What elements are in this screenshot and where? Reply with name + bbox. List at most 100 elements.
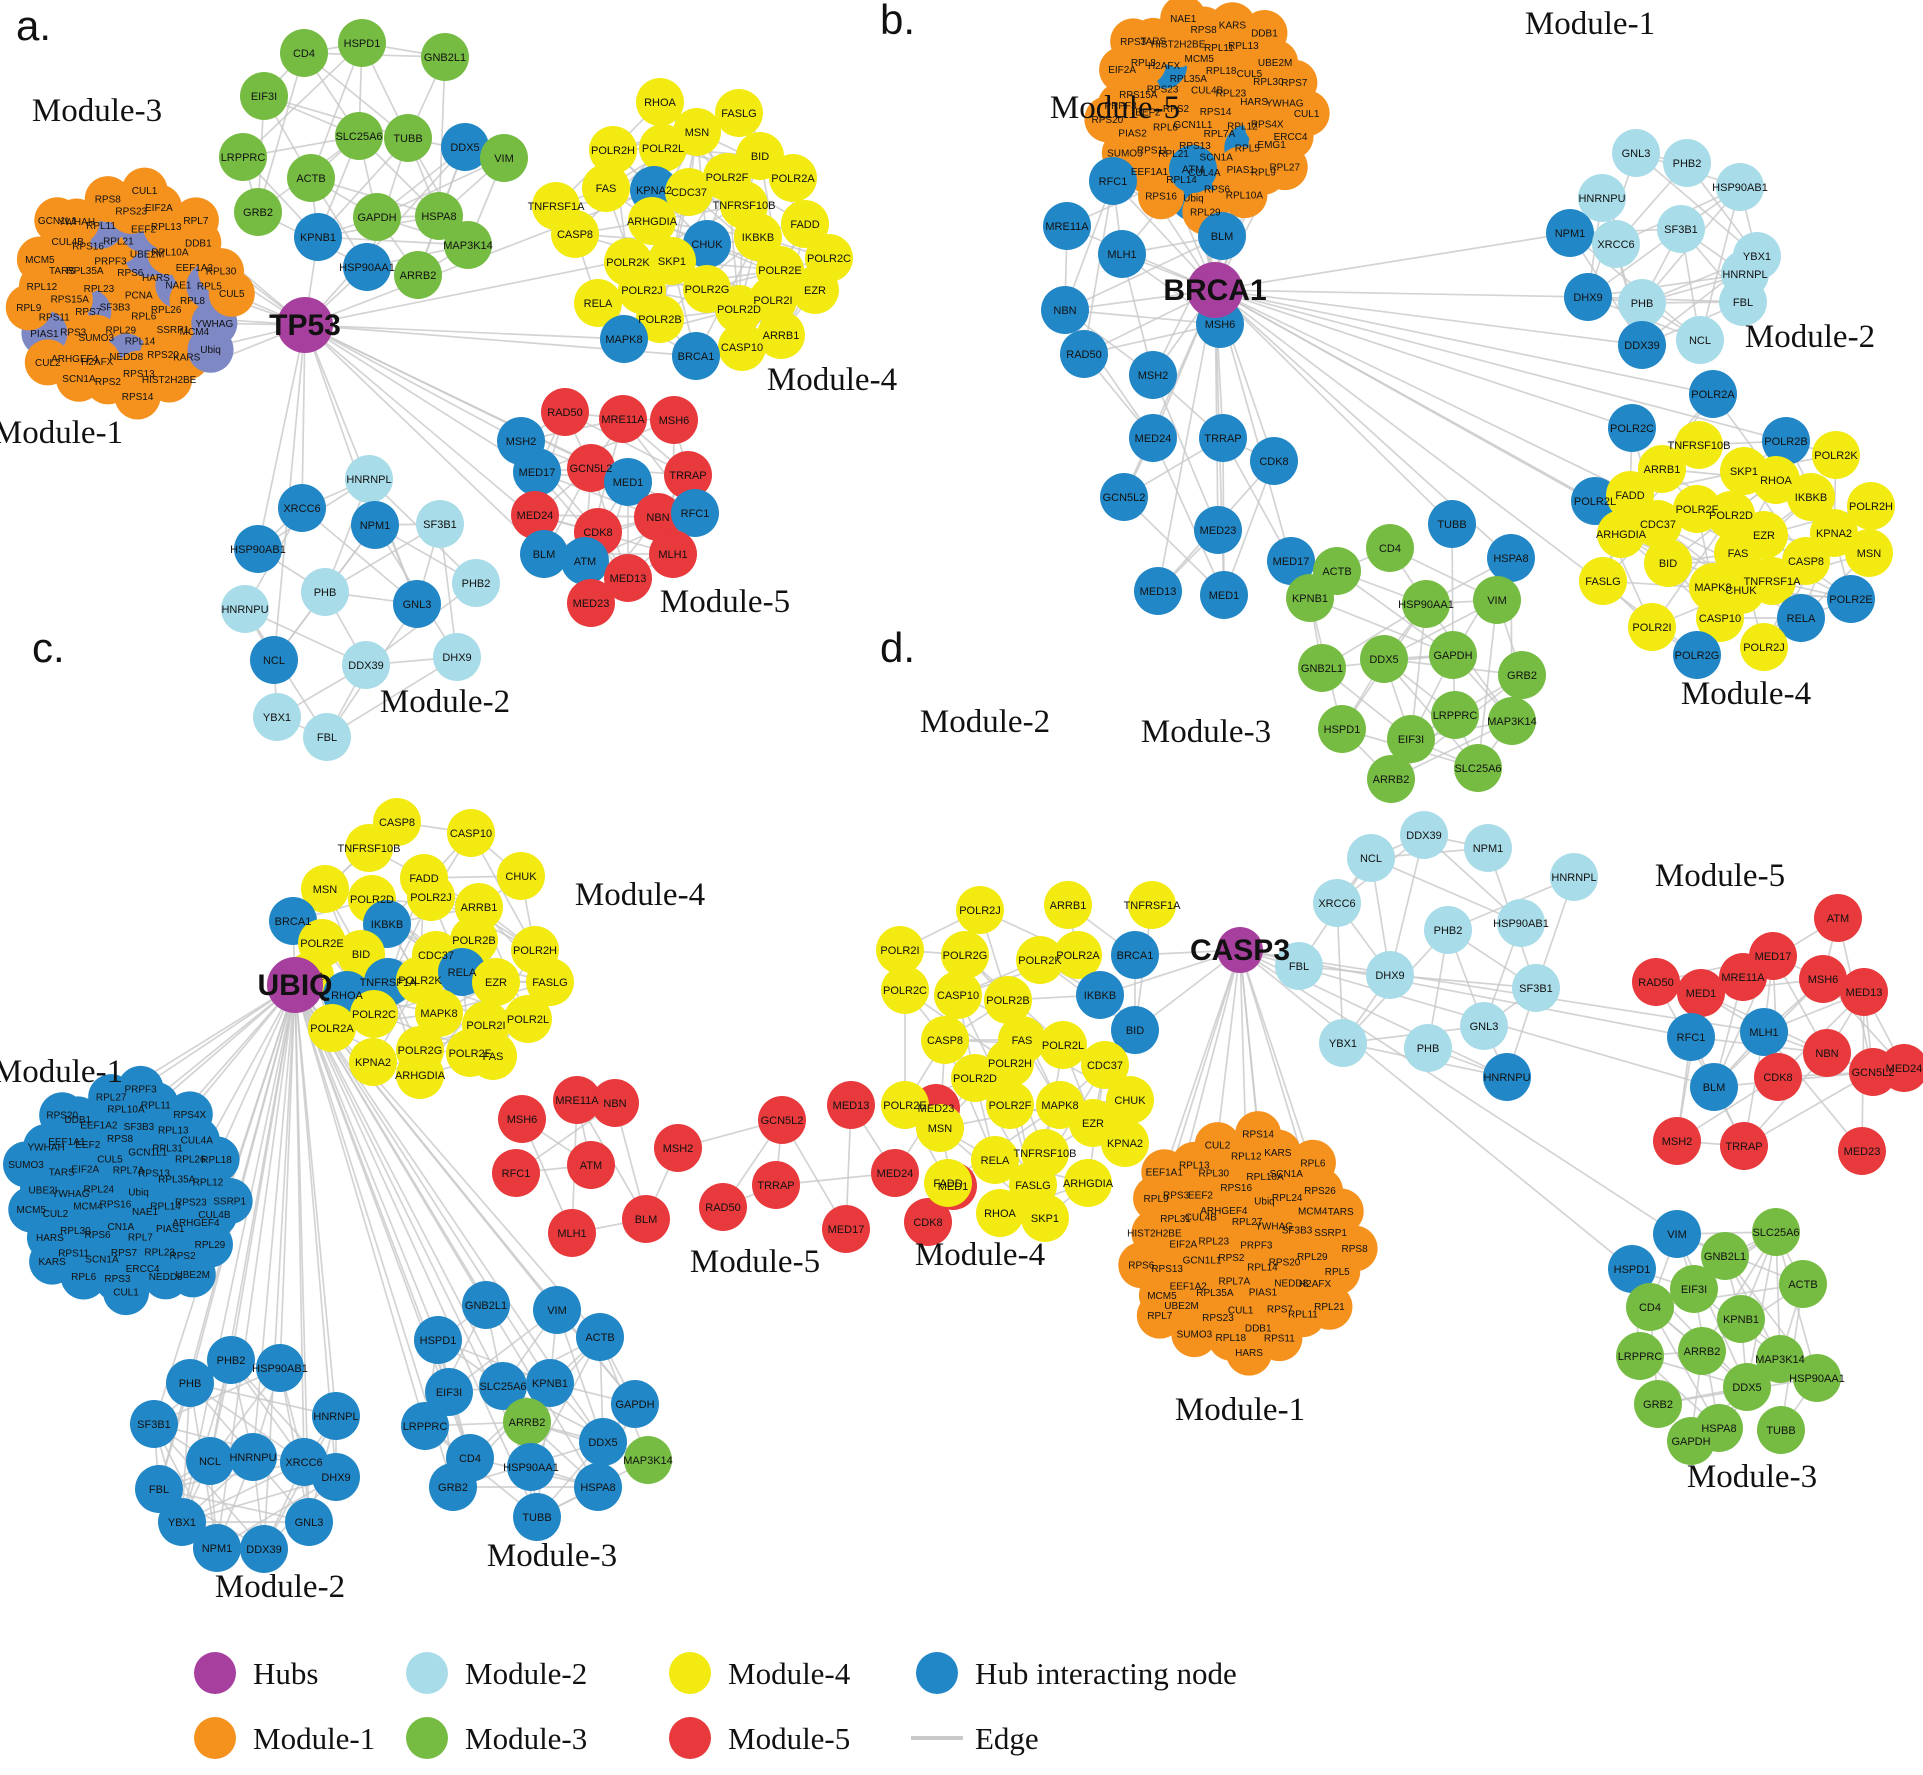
- module-label: Module-1: [1175, 1392, 1305, 1428]
- node-label: GNB2L1: [1704, 1251, 1746, 1263]
- node-MED17: [822, 1205, 870, 1253]
- node-label: HARS: [36, 1233, 64, 1244]
- node-HSPD1: [1318, 705, 1366, 753]
- edge: [536, 1403, 636, 1518]
- node-label: RPL10A: [1226, 191, 1264, 202]
- edge: [301, 507, 418, 605]
- node-label: BID: [751, 151, 769, 163]
- node-CASP10: [934, 971, 982, 1019]
- node-label: H2AFX: [1148, 61, 1181, 72]
- node-label: MED24: [517, 510, 554, 522]
- node-label: RPL18: [1216, 1333, 1247, 1344]
- node-KPNB1: [1717, 1295, 1765, 1343]
- node-label: RHOA: [984, 1208, 1016, 1220]
- node-POLR2A: [1054, 931, 1102, 979]
- node-MCM5: [16, 236, 63, 283]
- node-label: GNB2L1: [465, 1300, 507, 1312]
- node-GRB2: [1634, 1380, 1682, 1428]
- node-label: POLR2G: [1675, 650, 1720, 662]
- node-label: POLR2D: [350, 894, 394, 906]
- node-label: FASLG: [1015, 1180, 1050, 1192]
- node-label: RPS11: [39, 313, 70, 324]
- node-CHUK: [497, 852, 545, 900]
- node-label: CUL2: [43, 1209, 69, 1220]
- node-label: KPNA2: [1816, 528, 1852, 540]
- node-HSPA8: [574, 1463, 622, 1511]
- node-label: RPL7A: [113, 1165, 145, 1176]
- node-label: RPS6: [117, 268, 144, 279]
- node-HNRNPU: [229, 1433, 277, 1481]
- node-label: POLR2K: [606, 257, 650, 269]
- node-BLM: [520, 530, 568, 578]
- node-label: MAP3K14: [1755, 1354, 1805, 1366]
- node-VIM: [1653, 1210, 1701, 1258]
- node-CD4: [280, 29, 328, 77]
- node-label: FASLG: [721, 108, 756, 120]
- module-label: Module-5: [1050, 90, 1180, 126]
- node-label: RPL24: [1272, 1193, 1303, 1204]
- hub-label: BRCA1: [1163, 274, 1266, 307]
- node-RELA: [574, 279, 622, 327]
- node-label: RPL12: [27, 282, 58, 293]
- node-MAPK8: [415, 989, 463, 1037]
- node-label: FASLG: [532, 977, 567, 989]
- node-label: VIM: [1667, 1229, 1687, 1241]
- node-label: POLR2I: [1632, 622, 1671, 634]
- node-HSPD1: [338, 19, 386, 67]
- node-label: DDX5: [1369, 654, 1398, 666]
- node-GNB2L1: [1701, 1232, 1749, 1280]
- module-label: Module-2: [215, 1569, 345, 1605]
- node-label: POLR2B: [452, 935, 495, 947]
- node-label: POLR2D: [717, 304, 761, 316]
- node-POLR2H: [1847, 482, 1895, 530]
- node-label: POLR2G: [398, 1045, 443, 1057]
- node-label: FAS: [483, 1051, 504, 1063]
- node-RPL7: [1136, 1292, 1183, 1339]
- legend-swatch-module1: [194, 1717, 236, 1759]
- node-label: UBE2M: [1164, 1301, 1198, 1312]
- node-label: RPL6: [1300, 1158, 1325, 1169]
- node-label: BID: [352, 949, 370, 961]
- node-label: IKBKB: [371, 919, 403, 931]
- node-MED23: [567, 579, 615, 627]
- node-label: GRB2: [243, 207, 273, 219]
- node-label: MED17: [828, 1224, 865, 1236]
- node-label: DDB1: [185, 238, 212, 249]
- node-label: NCL: [1689, 335, 1711, 347]
- node-label: RPS8: [107, 1134, 134, 1145]
- node-TNFRSF10B: [1675, 421, 1723, 469]
- node-label: POLR2D: [953, 1073, 997, 1085]
- node-RHOA: [636, 78, 684, 126]
- node-MED23: [1194, 506, 1242, 554]
- edge: [304, 324, 625, 340]
- node-MED13: [1840, 968, 1888, 1016]
- node-label: FAS: [1728, 548, 1749, 560]
- node-label: PCNA: [125, 291, 153, 302]
- node-label: NBN: [1053, 305, 1076, 317]
- node-label: PHB: [1417, 1043, 1440, 1055]
- edge: [1064, 309, 1221, 325]
- node-label: RPL12: [1227, 121, 1258, 132]
- node-SF3B1: [1512, 964, 1560, 1012]
- node-label: MCM4: [73, 1202, 103, 1213]
- edge: [1214, 289, 1714, 395]
- edge: [1214, 289, 1802, 619]
- node-GAPDH: [611, 1380, 659, 1428]
- node-POLR2E: [1827, 575, 1875, 623]
- node-PHB: [1404, 1024, 1452, 1072]
- node-label: MSH6: [659, 415, 690, 427]
- edge: [263, 95, 409, 139]
- node-POLR2D: [951, 1054, 999, 1102]
- node-label: BLM: [1703, 1082, 1726, 1094]
- node-label: RPL5: [1235, 143, 1260, 154]
- node-label: RPL23: [144, 1248, 175, 1259]
- node-CDC37: [1081, 1041, 1129, 1089]
- node-label: MED17: [519, 467, 556, 479]
- node-label: MCM4: [180, 327, 210, 338]
- node-DDX39: [240, 1525, 288, 1573]
- node-label: YWHAG: [1255, 1222, 1293, 1233]
- node-label: YWHAG: [1266, 98, 1304, 109]
- node-label: MAPK8: [1041, 1100, 1078, 1112]
- node-label: ARHGEF4: [1200, 1206, 1248, 1217]
- node-MED24: [871, 1149, 919, 1197]
